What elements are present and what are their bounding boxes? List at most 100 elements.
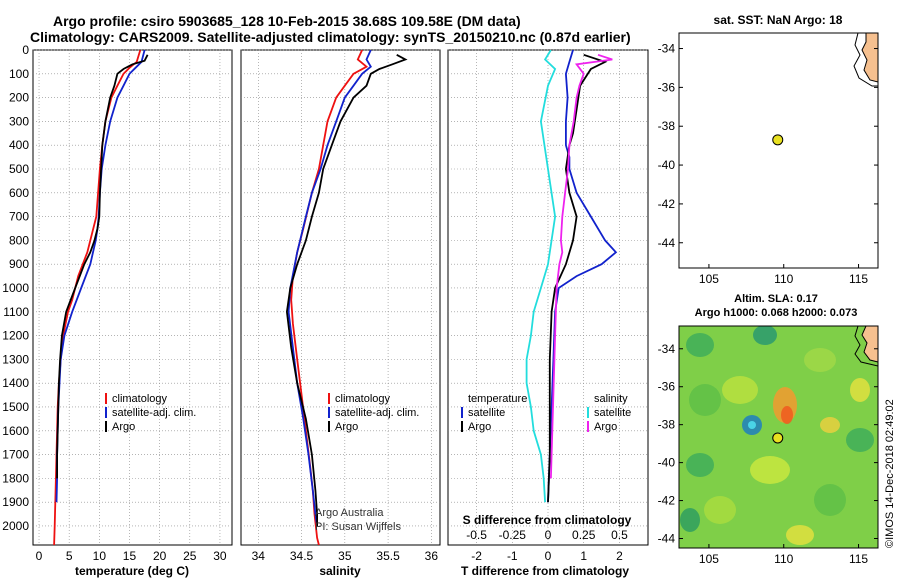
- salinity-xlabel: salinity: [319, 564, 361, 578]
- sla-anomaly-patch: [820, 417, 840, 433]
- x-tick-label: -2: [471, 549, 482, 563]
- credit-line1: Argo Australia: [315, 507, 384, 519]
- depth-tick-label: 1500: [2, 400, 29, 414]
- s-difference-xlabel: S difference from climatology: [463, 513, 632, 527]
- series-argo: [285, 54, 408, 526]
- sst-map-lat-axis: -34 -36 -38 -40 -42 -44: [658, 42, 878, 250]
- legend-label-climatology: climatology: [112, 393, 168, 405]
- series-salinity-satellite: [525, 50, 557, 503]
- series-satellite-adj-clim-: [287, 50, 372, 527]
- sla-anomalies: [680, 326, 874, 545]
- lon-tick-label: 105: [699, 552, 719, 566]
- sla-anomaly-patch: [750, 456, 790, 484]
- x-tick-label: 25: [183, 549, 197, 563]
- sla-anomaly-patch: [846, 428, 874, 452]
- lon-tick-label: 115: [849, 272, 868, 286]
- depth-tick-label: 400: [9, 138, 29, 152]
- lat-tick-label: -36: [658, 380, 676, 394]
- series-temperature-argo: [547, 53, 608, 503]
- series-satellite-adj-clim-: [55, 50, 146, 503]
- legend-title-salinity: salinity: [594, 393, 628, 405]
- s-difference-x-axis: -0.5 -0.25 0 0.25 0.5: [466, 528, 628, 542]
- depth-tick-label: 800: [9, 233, 29, 247]
- sla-anomaly-patch: [686, 453, 714, 477]
- x-tick-label: 1: [580, 549, 587, 563]
- sla-anomaly-patch: [686, 333, 714, 357]
- series-salinity-argo: [550, 53, 613, 479]
- lat-tick-label: -34: [658, 42, 676, 56]
- x-tick-label: 36: [425, 549, 439, 563]
- s-tick-label: -0.25: [499, 528, 527, 542]
- australia-land: [861, 326, 878, 363]
- lat-tick-label: -38: [658, 418, 676, 432]
- legend-label-sal-argo: Argo: [594, 421, 617, 433]
- x-tick-label: 5: [66, 549, 73, 563]
- lat-tick-label: -36: [658, 80, 676, 94]
- depth-axis: 0 100 200 300 400 500 600 700 800 900 1000 1100 1200…: [2, 43, 29, 533]
- temperature-xlabel: temperature (deg C): [75, 564, 189, 578]
- depth-tick-label: 1100: [3, 305, 29, 319]
- series-temperature-satellite: [547, 50, 618, 503]
- difference-lines: [525, 50, 618, 503]
- lat-tick-label: -34: [658, 342, 676, 356]
- sla-map-markers: [772, 432, 784, 444]
- legend-label-climatology: climatology: [335, 393, 391, 405]
- x-tick-label: 35: [338, 549, 352, 563]
- sla-map-lon-axis: 105 110 115: [699, 544, 868, 566]
- legend-label-temp-satellite: satellite: [468, 407, 505, 419]
- depth-tick-label: 100: [9, 67, 29, 81]
- sla-anomaly-patch: [814, 484, 846, 516]
- sla-anomaly-patch: [753, 326, 777, 345]
- x-tick-label: -1: [507, 549, 518, 563]
- legend-label-argo: Argo: [112, 421, 135, 433]
- sst-map-coast: [853, 33, 878, 87]
- salinity-x-axis: 34 34.5 35 35.5 36: [252, 549, 439, 563]
- depth-tick-label: 600: [9, 186, 29, 200]
- argo-location-marker: [772, 134, 784, 146]
- sla-map-frame: [678, 325, 879, 549]
- depth-tick-label: 200: [9, 91, 29, 105]
- legend-label-satellite: satellite-adj. clim.: [335, 407, 419, 419]
- difference-legend: temperature satellite Argo salinity sate…: [461, 393, 631, 433]
- sst-map: [678, 32, 879, 269]
- x-tick-label: 10: [93, 549, 107, 563]
- x-tick-label: 0: [545, 549, 552, 563]
- sla-anomaly-patch: [704, 496, 736, 524]
- lon-tick-label: 115: [849, 552, 868, 566]
- depth-tick-label: 1000: [2, 281, 29, 295]
- credit-line2: PI: Susan Wijffels: [315, 521, 401, 533]
- depth-tick-label: 500: [9, 162, 29, 176]
- sla-map-title1: Altim. SLA: 0.17: [734, 293, 818, 305]
- x-tick-label: 2: [616, 549, 623, 563]
- sst-map-lon-axis: 105 110 115: [699, 264, 868, 286]
- x-tick-label: 20: [153, 549, 167, 563]
- sla-anomaly-patch: [786, 525, 814, 545]
- timestamp-stamp: ©IMOS 14-Dec-2018 02:49:02: [884, 399, 896, 548]
- figure-title-line1: Argo profile: csiro 5903685_128 10-Feb-2…: [53, 13, 521, 29]
- sla-anomaly-patch: [804, 348, 836, 372]
- x-tick-label: 34: [252, 549, 266, 563]
- salinity-panel: [240, 49, 441, 546]
- depth-tick-label: 1400: [2, 376, 29, 390]
- series-climatology: [53, 50, 142, 545]
- s-tick-label: -0.5: [466, 528, 487, 542]
- depth-tick-label: 1300: [2, 352, 29, 366]
- x-tick-label: 15: [123, 549, 137, 563]
- sla-anomaly-patch: [680, 508, 700, 532]
- lon-tick-label: 105: [699, 272, 719, 286]
- x-tick-label: 0: [36, 549, 43, 563]
- s-tick-label: 0: [545, 528, 552, 542]
- legend-label-argo: Argo: [335, 421, 358, 433]
- temperature-lines: [53, 50, 149, 545]
- shelf-contour: [853, 33, 878, 87]
- x-tick-label: 34.5: [290, 549, 314, 563]
- temperature-legend: climatology satellite-adj. clim. Argo: [105, 393, 196, 433]
- s-tick-label: 0.5: [611, 528, 628, 542]
- series-climatology: [290, 50, 369, 545]
- legend-label-sal-satellite: satellite: [594, 407, 631, 419]
- sla-map-lat-axis: -34 -36 -38 -40 -42 -44: [658, 342, 878, 546]
- lat-tick-label: -42: [658, 494, 676, 508]
- depth-tick-label: 1600: [2, 424, 29, 438]
- salinity-legend: climatology satellite-adj. clim. Argo: [328, 393, 419, 433]
